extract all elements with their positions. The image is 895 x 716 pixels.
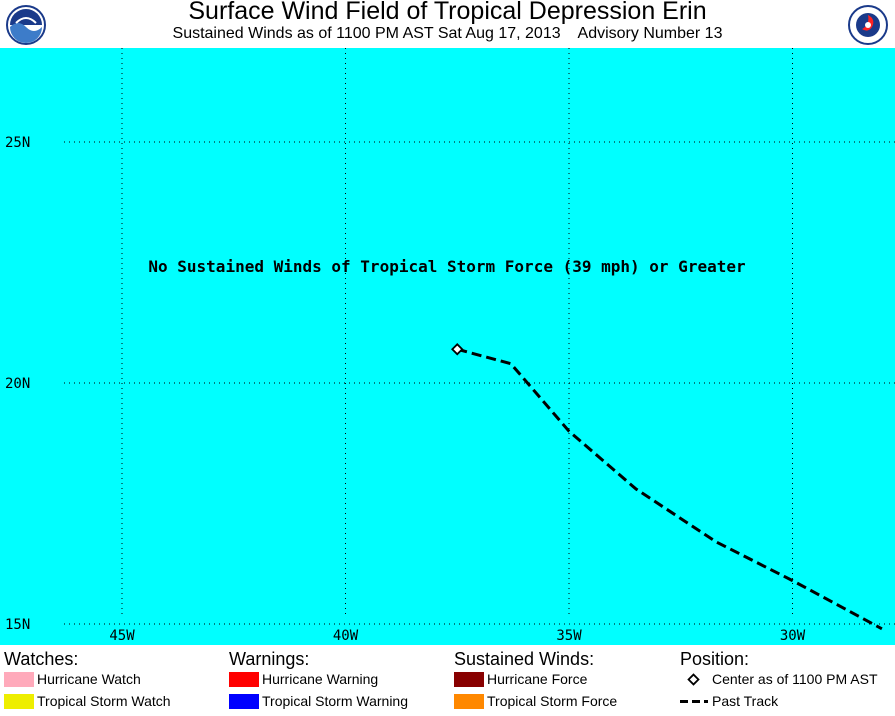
past-track-label: Past Track bbox=[712, 693, 779, 709]
legend-item-tropical-storm-force: Tropical Storm Force bbox=[454, 692, 617, 710]
legend: Watches: Hurricane Watch Tropical Storm … bbox=[0, 645, 895, 716]
legend-sustained-winds-heading: Sustained Winds: bbox=[454, 649, 595, 669]
legend-position: Position: bbox=[680, 649, 749, 669]
legend-item-hurricane-warning: Hurricane Warning bbox=[229, 670, 378, 688]
tropical-storm-watch-label: Tropical Storm Watch bbox=[37, 693, 171, 709]
legend-item-past-track: Past Track bbox=[680, 692, 778, 710]
center-position-label: Center as of 1100 PM AST bbox=[712, 671, 878, 687]
wind-field-map: 25N 20N 15N 45W 40W 35W 30W No Sustained Wind… bbox=[0, 48, 895, 645]
lat-label: 25N bbox=[5, 135, 30, 151]
tropical-storm-warning-swatch bbox=[229, 693, 259, 709]
lat-label: 20N bbox=[5, 376, 30, 392]
legend-item-tropical-storm-warning: Tropical Storm Warning bbox=[229, 692, 408, 710]
lon-label: 45W bbox=[109, 628, 135, 644]
legend-item-hurricane-force: Hurricane Force bbox=[454, 670, 587, 688]
tropical-storm-force-label: Tropical Storm Force bbox=[487, 693, 618, 709]
nws-logo-icon bbox=[848, 5, 888, 45]
lon-label: 40W bbox=[333, 628, 359, 644]
latitude-labels: 25N 20N 15N bbox=[5, 135, 30, 633]
hurricane-warning-swatch bbox=[229, 671, 259, 687]
diamond-icon bbox=[680, 672, 708, 687]
tropical-storm-warning-label: Tropical Storm Warning bbox=[262, 693, 409, 709]
longitude-labels: 45W 40W 35W 30W bbox=[109, 628, 805, 644]
legend-watches: Watches: bbox=[4, 649, 78, 669]
lon-label: 30W bbox=[780, 628, 806, 644]
hurricane-watch-swatch bbox=[4, 671, 34, 687]
tropical-storm-force-swatch bbox=[454, 693, 484, 709]
center-position-diamond-icon bbox=[451, 343, 464, 356]
header: Surface Wind Field of Tropical Depressio… bbox=[0, 0, 895, 46]
hurricane-watch-label: Hurricane Watch bbox=[37, 671, 141, 687]
lat-label: 15N bbox=[5, 617, 30, 633]
hurricane-warning-label: Hurricane Warning bbox=[262, 671, 379, 687]
no-winds-note: No Sustained Winds of Tropical Storm For… bbox=[148, 257, 745, 276]
hurricane-force-label: Hurricane Force bbox=[487, 671, 588, 687]
legend-item-center: Center as of 1100 PM AST bbox=[680, 670, 878, 688]
map-grid bbox=[64, 48, 895, 625]
legend-position-heading: Position: bbox=[680, 649, 750, 669]
legend-watches-heading: Watches: bbox=[4, 649, 79, 669]
noaa-logo-icon bbox=[6, 5, 46, 45]
page-subtitle: Sustained Winds as of 1100 PM AST Sat Au… bbox=[172, 25, 723, 42]
legend-warnings-heading: Warnings: bbox=[229, 649, 310, 669]
past-track-line bbox=[456, 347, 883, 631]
page-title: Surface Wind Field of Tropical Depressio… bbox=[188, 0, 707, 25]
hurricane-force-swatch bbox=[454, 671, 484, 687]
dashed-line-icon bbox=[680, 694, 708, 709]
tropical-storm-watch-swatch bbox=[4, 693, 34, 709]
legend-sustained-winds: Sustained Winds: bbox=[454, 649, 594, 669]
map-background bbox=[0, 48, 895, 645]
legend-warnings: Warnings: bbox=[229, 649, 309, 669]
legend-item-tropical-storm-watch: Tropical Storm Watch bbox=[4, 692, 171, 710]
lon-label: 35W bbox=[556, 628, 582, 644]
legend-item-hurricane-watch: Hurricane Watch bbox=[4, 670, 141, 688]
